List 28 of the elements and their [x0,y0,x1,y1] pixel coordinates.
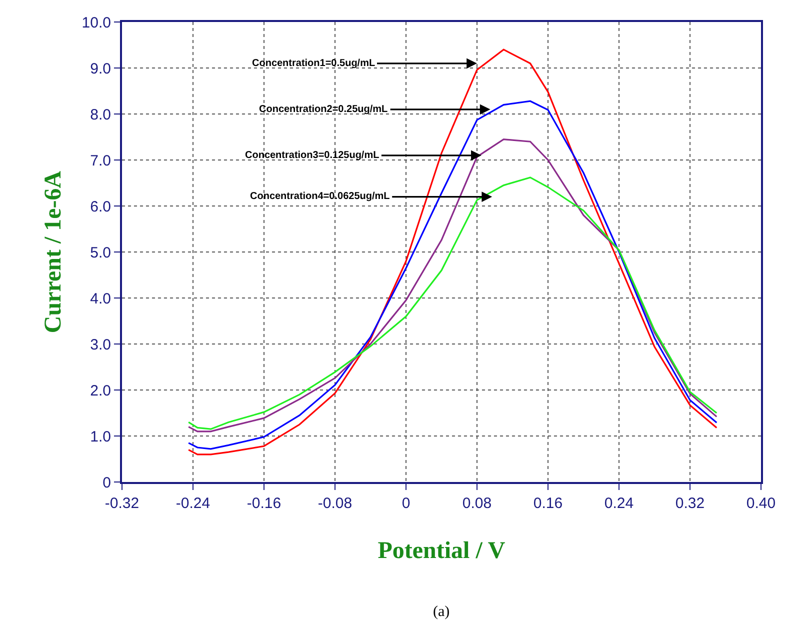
y-axis-title: Current / 1e-6A [40,170,66,334]
annotation: Concentration4=0.0625ug/mL [250,191,390,202]
x-axis-title: Potential / V [378,538,506,564]
y-tick-label: 3.0 [90,336,111,354]
x-tick-label: 0.32 [675,495,705,512]
y-tick-label: 7.0 [90,152,111,170]
y-tick-label: 8.0 [90,106,111,124]
text: (a) [433,604,450,620]
y-tick-label: 10.0 [82,14,111,32]
annotation: Concentration2=0.25ug/mL [259,104,388,115]
x-tick-label: 0 [402,495,410,512]
x-tick-label: -0.16 [246,495,282,512]
y-tick-label: 2.0 [90,382,111,400]
y-tick-label: 1.0 [90,428,111,446]
y-tick-label: 5.0 [90,244,111,262]
y-tick-label: 6.0 [90,198,111,216]
y-tick-label: 0 [102,474,111,492]
x-tick-label: -0.08 [318,495,352,512]
y-tick-label: 4.0 [90,290,111,308]
x-tick-label: 0.08 [462,495,492,512]
y-tick-label: 9.0 [90,60,111,78]
annotation: Concentration3=0.125ug/mL [245,150,380,161]
annotation: Concentration1=0.5ug/mL [252,58,376,69]
x-tick-label: -0.24 [176,495,210,512]
x-tick-label: 0.24 [604,495,634,512]
x-tick-label: 0.40 [746,495,776,512]
x-tick-label: 0.16 [533,495,563,512]
x-tick-label: -0.32 [104,495,140,512]
